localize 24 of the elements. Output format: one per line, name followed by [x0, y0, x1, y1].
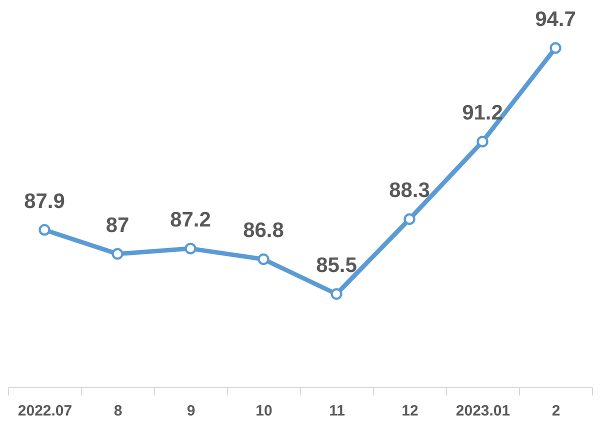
data-label: 87	[106, 214, 130, 237]
x-tick-label: 9	[186, 402, 196, 420]
x-tick-label: 2023.01	[456, 402, 510, 420]
x-tick-label: 11	[329, 402, 345, 420]
x-tick-label: 2	[552, 402, 560, 420]
x-tick-label: 8	[114, 402, 122, 420]
point	[258, 253, 270, 266]
data-label: 87.2	[170, 208, 211, 232]
data-label: 88.3	[389, 179, 430, 202]
point	[476, 136, 488, 148]
point	[404, 213, 416, 225]
data-label: 85.5	[316, 254, 358, 277]
x-tick-label: 2022.07	[18, 402, 72, 420]
data-label: 86.8	[243, 219, 284, 242]
x-tick-label: 10	[256, 402, 272, 420]
point	[330, 288, 342, 300]
data-label: 94.7	[535, 8, 576, 31]
point	[550, 42, 562, 54]
point	[184, 242, 196, 254]
data-label: 91.2	[462, 102, 503, 125]
x-tick-label: 12	[402, 402, 418, 420]
data-label: 87.9	[24, 190, 65, 213]
point	[38, 224, 50, 236]
point	[112, 248, 124, 260]
